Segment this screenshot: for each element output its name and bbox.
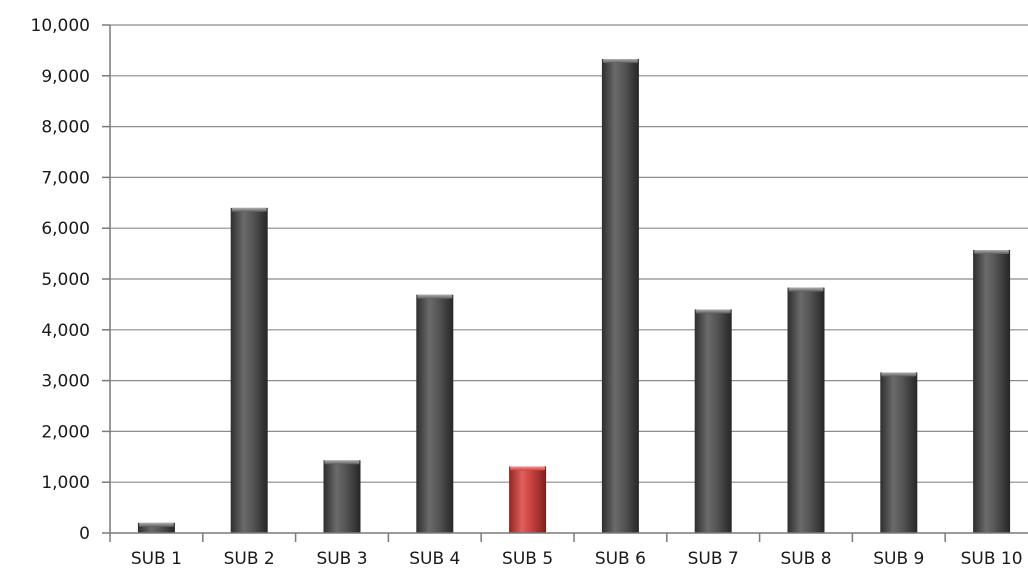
y-tick-label: 4,000 <box>41 321 90 341</box>
x-tick-label: SUB 6 <box>595 549 646 569</box>
bar-6 <box>601 59 639 533</box>
x-tick-label: SUB 4 <box>409 549 460 569</box>
x-axis: SUB 1 SUB 2 SUB 3 SUB 4 SUB 5 SUB 6 SUB 7 SUB 8… <box>109 532 1028 569</box>
bar-5 <box>509 466 547 533</box>
bar-cap <box>788 287 824 292</box>
bar-1 <box>137 522 175 533</box>
bar-body <box>509 466 547 533</box>
bar-body <box>416 294 454 533</box>
bar-cap <box>974 250 1010 255</box>
bar-body <box>323 460 361 533</box>
bar-body <box>694 309 732 533</box>
x-tick-label: SUB 1 <box>131 549 182 569</box>
y-tick-label: 5,000 <box>41 270 90 290</box>
bar-9 <box>880 372 918 533</box>
y-tick-label: 8,000 <box>41 118 90 138</box>
y-tick-label: 3,000 <box>41 372 90 392</box>
bar-cap <box>602 59 638 64</box>
bar-body <box>787 287 825 533</box>
bar-8 <box>787 287 825 533</box>
y-tick-label: 6,000 <box>41 219 90 239</box>
bar-cap <box>231 207 267 212</box>
bar-body <box>973 250 1011 533</box>
x-tick-label: SUB 9 <box>873 549 924 569</box>
y-tick-label: 0 <box>79 524 90 544</box>
y-tick-label: 10,000 <box>31 16 90 36</box>
bar-10 <box>973 250 1011 533</box>
bar-cap <box>417 294 453 299</box>
bar-cap <box>324 460 360 465</box>
bar-body <box>230 207 268 533</box>
bar-cap <box>881 372 917 377</box>
x-tick-label: SUB 5 <box>502 549 553 569</box>
bar-body <box>601 59 639 533</box>
bar-cap <box>510 466 546 471</box>
x-tick-label: SUB 2 <box>224 549 275 569</box>
bar-3 <box>323 460 361 533</box>
bars <box>137 59 1011 533</box>
bar-cap <box>695 309 731 314</box>
bar-4 <box>416 294 454 533</box>
bar-cap <box>138 522 174 527</box>
x-tick-label: SUB 7 <box>688 549 739 569</box>
y-tick-label: 9,000 <box>41 67 90 87</box>
bar-7 <box>694 309 732 533</box>
y-tick-label: 1,000 <box>41 473 90 493</box>
y-axis: 0 1,000 2,000 3,000 4,000 5,000 6,000 7,000 8,00… <box>31 16 111 544</box>
x-tick-label: SUB 8 <box>780 549 831 569</box>
bar-body <box>880 372 918 533</box>
x-tick-label: SUB 3 <box>316 549 367 569</box>
y-tick-label: 2,000 <box>41 422 90 442</box>
y-tick-label: 7,000 <box>41 168 90 188</box>
bar-2 <box>230 207 268 533</box>
x-tick-label: SUB 10 <box>961 549 1023 569</box>
bar-body <box>137 522 175 533</box>
